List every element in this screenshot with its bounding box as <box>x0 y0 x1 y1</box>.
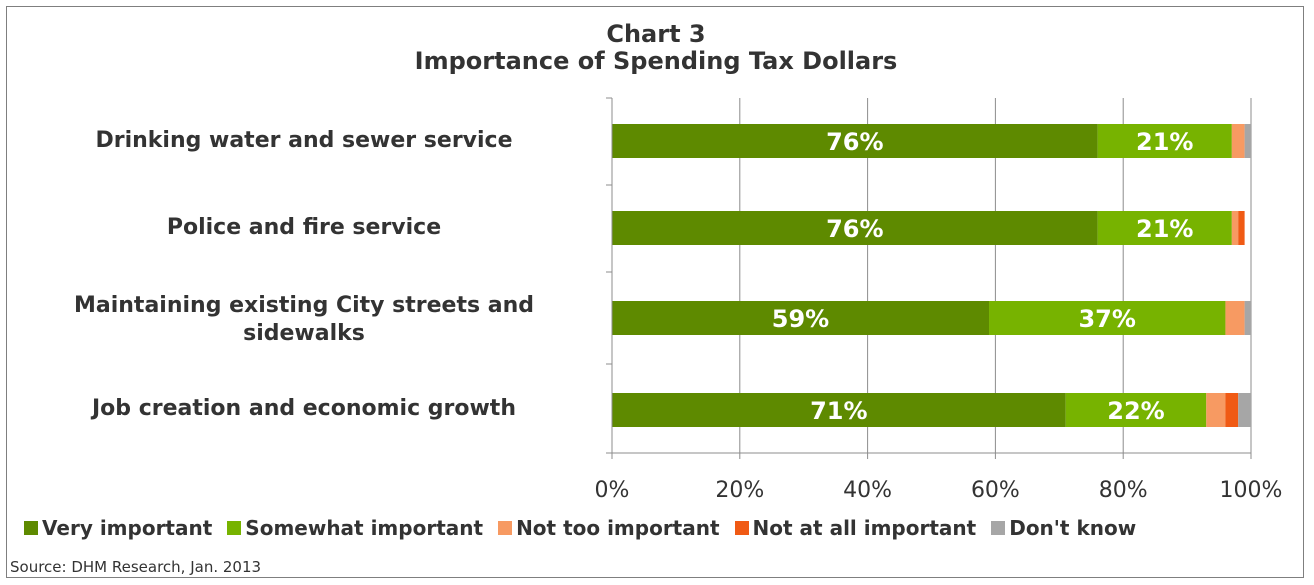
bar-segment <box>1097 211 1232 245</box>
x-tick-label: 80% <box>1099 478 1148 503</box>
legend-swatch <box>734 521 749 535</box>
legend-swatch <box>498 521 513 535</box>
legend-label: Somewhat important <box>245 516 484 540</box>
data-label: 71% <box>810 397 867 425</box>
chart-title-line-2: Importance of Spending Tax Dollars <box>414 47 898 75</box>
data-label: 59% <box>772 305 829 333</box>
legend-label: Very important <box>42 516 213 540</box>
legend-item: Somewhat important <box>227 516 483 540</box>
bar-segment <box>1065 393 1207 427</box>
legend-swatch <box>227 521 242 535</box>
value-axis: 0% 20% 40% 60% 80% 100% <box>595 97 1283 503</box>
legend-label: Not too important <box>516 516 720 540</box>
data-label: 21% <box>1136 128 1193 156</box>
bar-segment <box>1206 393 1226 427</box>
legend-label: Don't know <box>1009 516 1137 540</box>
bar-segment <box>1231 211 1239 245</box>
category-label: Police and fire service <box>166 215 442 240</box>
legend-item: Don't know <box>991 516 1136 540</box>
legend: Very important Somewhat important Not to… <box>24 514 1151 542</box>
bar-segment <box>1225 393 1239 427</box>
data-label: 22% <box>1107 397 1164 425</box>
bar-segment <box>989 301 1226 335</box>
legend-item: Not at all important <box>734 516 977 540</box>
bar-segment <box>1225 301 1245 335</box>
chart-title-line-1: Chart 3 <box>606 20 706 48</box>
bar-segment <box>612 301 990 335</box>
chart-title: Chart 3 Importance of Spending Tax Dolla… <box>7 21 1305 75</box>
category-label: Maintaining existing City streets and si… <box>73 293 535 346</box>
legend-swatch <box>991 521 1006 535</box>
x-tick-label: 20% <box>715 478 764 503</box>
bar-segment <box>1238 393 1251 427</box>
bar-segment <box>612 124 1098 158</box>
bar-segment <box>1097 124 1232 158</box>
data-label: 76% <box>826 128 883 156</box>
bar-segment <box>1244 301 1251 335</box>
bar-segment <box>612 393 1066 427</box>
legend-item: Not too important <box>498 516 720 540</box>
x-tick-label: 40% <box>843 478 892 503</box>
source-note: Source: DHM Research, Jan. 2013 <box>10 558 262 576</box>
legend-item: Very important <box>24 516 212 540</box>
legend-swatch <box>24 521 38 535</box>
data-label: 76% <box>826 215 883 243</box>
category-label: Drinking water and sewer service <box>95 128 513 153</box>
data-label: 37% <box>1078 305 1135 333</box>
chart-frame: Chart 3 Importance of Spending Tax Dolla… <box>6 6 1304 578</box>
bar-series <box>612 124 1251 427</box>
data-labels: 76% 21% 76% 21% 59% 37% 71% 22% <box>772 128 1194 425</box>
x-tick-label: 60% <box>971 478 1020 503</box>
x-tick-label: 0% <box>595 478 630 503</box>
bar-segment <box>1244 124 1251 158</box>
legend-label: Not at all important <box>752 516 977 540</box>
bar-segment <box>612 211 1098 245</box>
bar-segment <box>1238 211 1245 245</box>
bar-segment <box>1231 124 1245 158</box>
x-tick-label: 100% <box>1220 478 1283 503</box>
data-label: 21% <box>1136 215 1193 243</box>
category-label: Job creation and economic growth <box>91 396 516 421</box>
